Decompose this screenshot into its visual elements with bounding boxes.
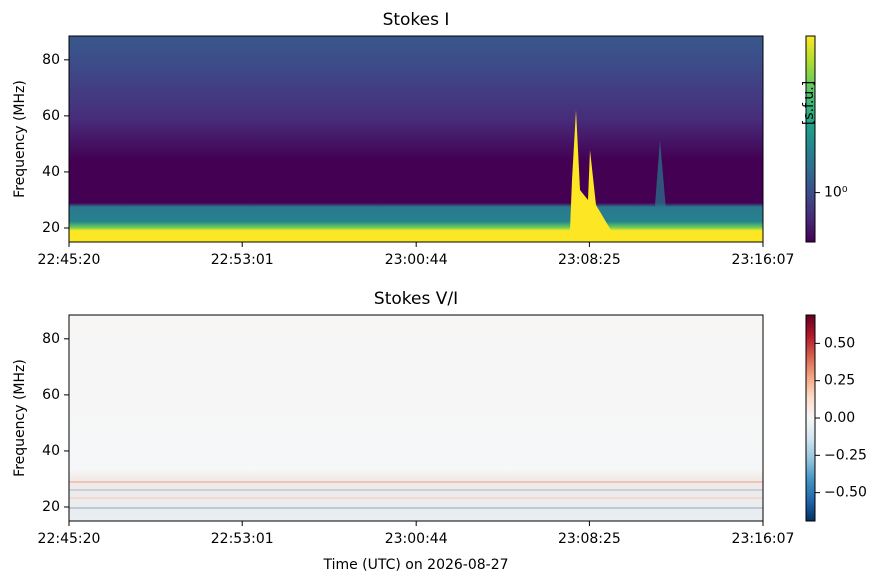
x-tick-label: 22:45:20 (38, 252, 101, 268)
colorbar (805, 35, 816, 243)
colorbar-tick-label: −0.50 (824, 485, 867, 501)
colorbar-tick-label: 0.00 (824, 410, 855, 426)
chart-title: Stokes I (383, 10, 450, 30)
colorbar-label: [s.f.u.] (801, 81, 817, 125)
y-axis-label: Frequency (MHz) (12, 80, 28, 198)
x-tick-label: 23:00:44 (385, 531, 448, 547)
x-axis-label: Time (UTC) on 2026-08-27 (322, 557, 508, 573)
y-tick-label: 20 (42, 220, 60, 236)
colorbar-tick-label: 0.50 (824, 335, 855, 351)
y-tick-label: 40 (42, 443, 60, 459)
y-tick-label: 80 (42, 52, 60, 68)
x-tick-label: 23:16:07 (732, 252, 795, 268)
y-tick-label: 60 (42, 387, 60, 403)
x-tick-label: 23:08:25 (558, 252, 621, 268)
colorbar-tick-label: 0.25 (824, 373, 855, 389)
colorbar (805, 314, 816, 522)
x-tick-label: 23:00:44 (385, 252, 448, 268)
y-tick-label: 20 (42, 499, 60, 515)
x-tick-label: 22:53:01 (211, 252, 274, 268)
colorbar-tick-label: −0.25 (824, 447, 867, 463)
x-tick-label: 23:08:25 (558, 531, 621, 547)
y-tick-label: 60 (42, 108, 60, 124)
x-tick-label: 23:16:07 (732, 531, 795, 547)
y-tick-label: 40 (42, 164, 60, 180)
y-tick-label: 80 (42, 331, 60, 347)
y-axis-label: Frequency (MHz) (12, 359, 28, 477)
chart-title: Stokes V/I (374, 289, 458, 309)
spectrogram-image (69, 36, 763, 521)
colorbar-tick-label: 10⁰ (824, 185, 848, 201)
x-tick-label: 22:53:01 (211, 531, 274, 547)
x-tick-label: 22:45:20 (38, 531, 101, 547)
